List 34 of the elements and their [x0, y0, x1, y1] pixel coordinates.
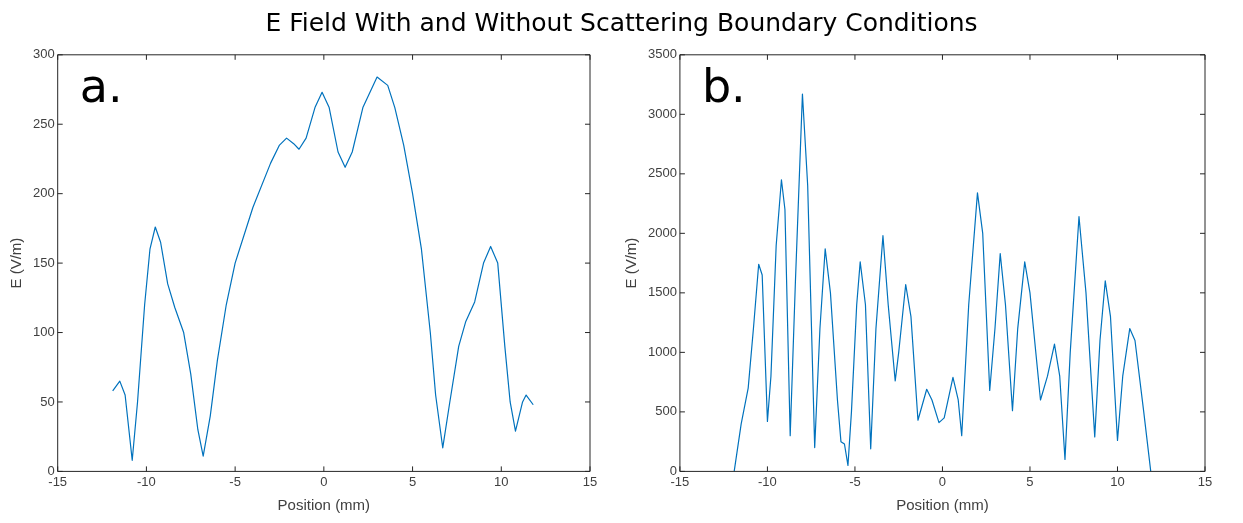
annotation: b.	[701, 58, 746, 113]
x-axis-title: Position (mm)	[896, 496, 989, 514]
y-axis-title: E (V/m)	[622, 237, 640, 289]
y-tick-label: 1000	[648, 343, 677, 359]
y-tick-label: 300	[32, 46, 55, 62]
y-tick-label: 250	[32, 115, 55, 131]
y-tick-label: 100	[32, 324, 55, 340]
y-axis-title: E (V/m)	[7, 237, 25, 289]
y-tick-label: 3500	[648, 46, 677, 62]
x-tick-label: -5	[849, 473, 861, 489]
x-axis-title: Position (mm)	[277, 496, 371, 514]
chart-title: E Field With and Without Scattering Boundary Conditions	[264, 7, 979, 39]
x-tick-label: -10	[758, 473, 777, 489]
x-tick-label: 10	[494, 473, 509, 489]
x-tick-label: 5	[408, 473, 417, 489]
y-tick-label: 0	[669, 462, 677, 478]
x-tick-label: -5	[229, 473, 241, 489]
x-tick-label: 0	[938, 473, 947, 489]
x-tick-label: 15	[582, 473, 598, 489]
y-tick-label: 2500	[648, 165, 677, 181]
x-tick-label: 10	[1110, 473, 1125, 489]
x-tick-label: 15	[1197, 473, 1213, 489]
y-tick-label: 2000	[648, 224, 677, 240]
y-tick-label: 1500	[648, 284, 677, 300]
x-tick-label: 5	[1026, 473, 1034, 489]
y-tick-label: 50	[40, 393, 55, 409]
y-tick-label: 3000	[648, 105, 677, 121]
y-tick-label: 500	[655, 403, 677, 419]
annotation: a.	[79, 58, 123, 113]
y-tick-label: 0	[47, 462, 55, 478]
x-tick-label: 0	[320, 473, 328, 489]
y-tick-label: 200	[32, 185, 55, 201]
x-tick-label: -10	[137, 473, 156, 489]
y-tick-label: 150	[32, 254, 55, 270]
